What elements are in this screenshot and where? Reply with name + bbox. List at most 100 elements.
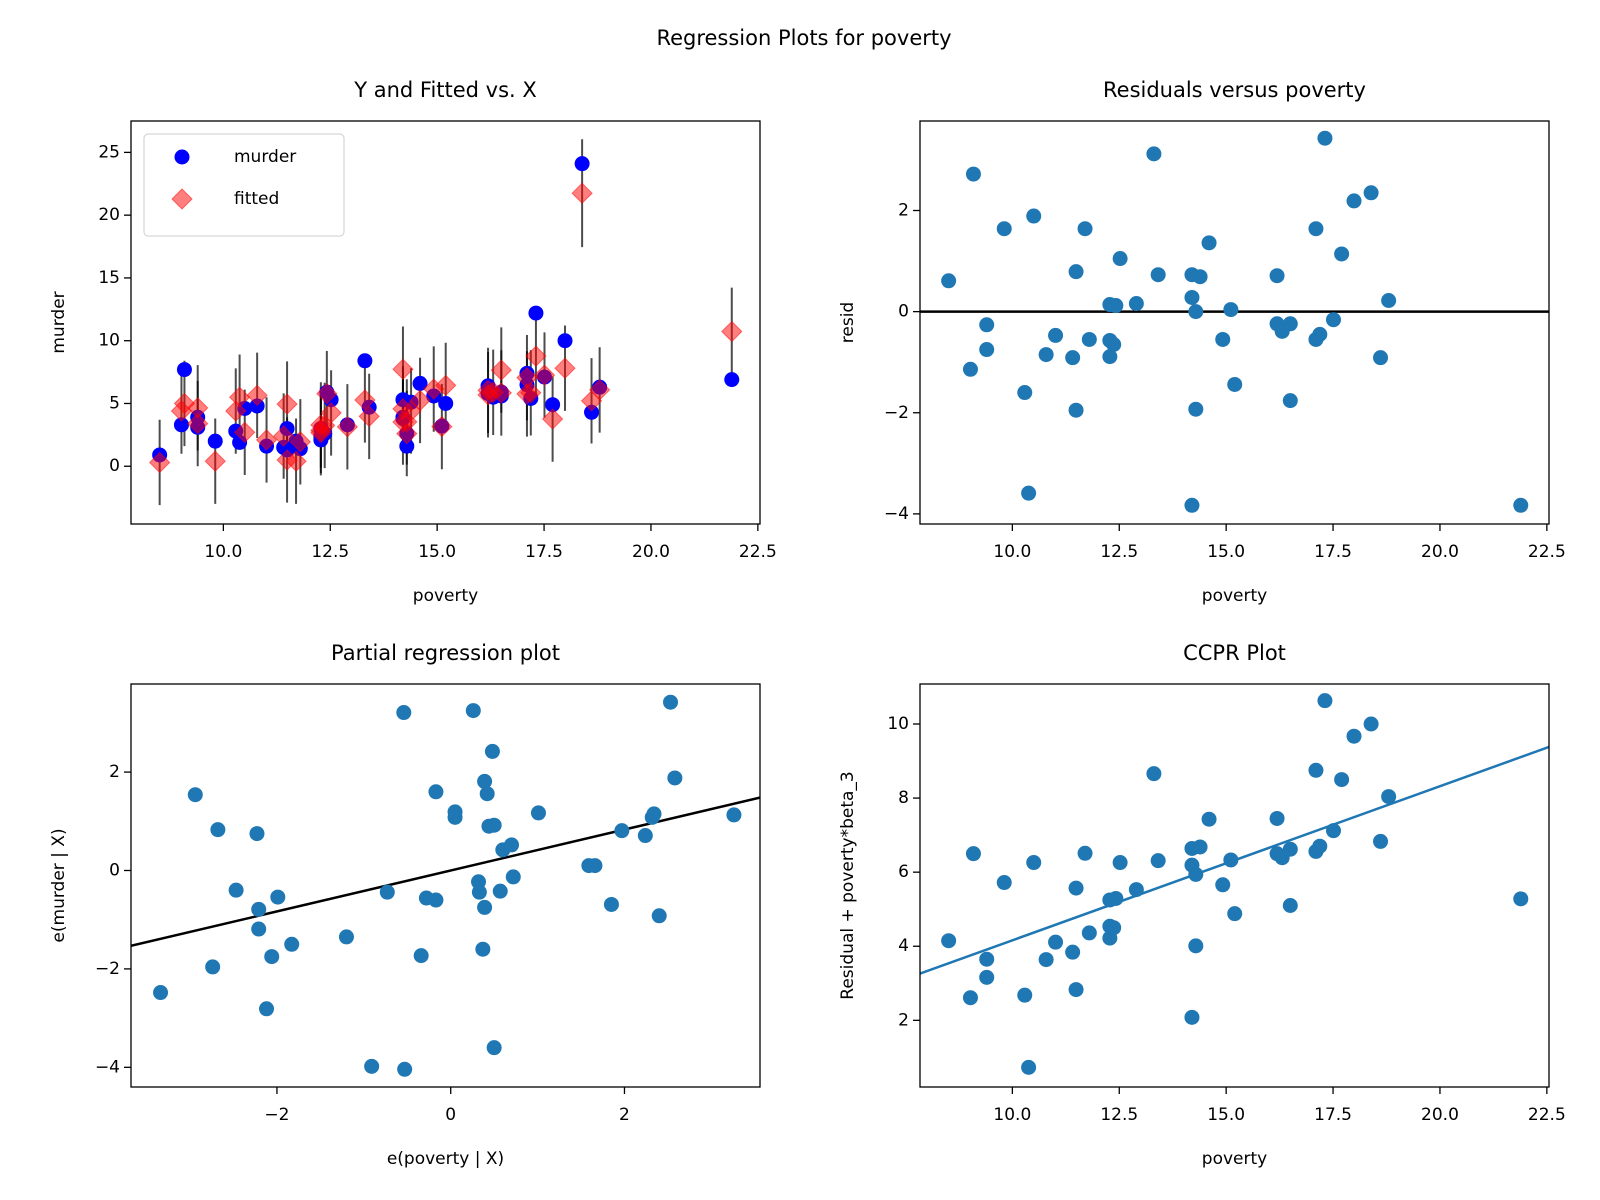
point [1346, 728, 1362, 744]
point [1065, 350, 1081, 366]
plot-area [131, 694, 760, 1077]
point [603, 896, 619, 912]
point [545, 397, 561, 413]
axes-frame [919, 120, 1550, 525]
x-tick-label: 0 [445, 1105, 456, 1125]
point [1077, 221, 1093, 237]
y-axis-label: e(murder | X) [49, 828, 69, 942]
y-tick-label: 20 [98, 205, 120, 225]
point [412, 375, 428, 391]
fitted-point [336, 416, 359, 438]
point [1227, 906, 1243, 922]
point [1192, 269, 1208, 285]
point [477, 899, 493, 915]
point [259, 1001, 275, 1017]
legend-box [143, 133, 345, 237]
point [492, 883, 508, 899]
point [270, 889, 286, 905]
point [379, 884, 395, 900]
point [504, 837, 520, 853]
point [1106, 920, 1122, 936]
fitted-point [392, 358, 414, 380]
y-tick-label: 15 [98, 268, 120, 288]
point [264, 949, 280, 965]
point [941, 933, 957, 949]
point [1513, 497, 1529, 513]
point [1269, 810, 1285, 826]
y-tick-label: 6 [898, 862, 909, 882]
point [413, 948, 429, 964]
point [1048, 934, 1064, 950]
fitted-point [234, 421, 256, 444]
y-tick-label: 5 [109, 393, 120, 413]
point [962, 361, 978, 377]
point [1106, 336, 1122, 352]
y-tick-label: 2 [898, 1010, 909, 1030]
point [1363, 716, 1379, 732]
fitted-point [554, 357, 576, 379]
point [1282, 316, 1298, 332]
point [1282, 898, 1298, 914]
point [1184, 289, 1200, 305]
legend-label: fitted [234, 189, 279, 209]
fitted-point [525, 345, 547, 367]
point [397, 1061, 413, 1077]
point [587, 858, 603, 874]
y-tick-label: 10 [887, 714, 909, 734]
point [1021, 485, 1037, 501]
x-tick-label: 10.0 [993, 1105, 1031, 1125]
fitted-point [571, 182, 593, 204]
x-tick-label: 17.5 [525, 542, 563, 562]
point [251, 921, 267, 937]
fitted-point [533, 364, 556, 386]
x-axis-label: e(poverty | X) [387, 1149, 504, 1169]
fitted-point [316, 382, 338, 405]
fit-line [131, 796, 760, 948]
point [1334, 772, 1350, 788]
y-tick-label: 0 [109, 860, 120, 880]
point [614, 823, 630, 839]
y-tick-label: −4 [884, 504, 909, 524]
x-tick-label: 15.0 [418, 542, 456, 562]
x-tick-label: 10.0 [993, 542, 1031, 562]
point [1184, 497, 1200, 513]
point [1227, 376, 1243, 392]
point [428, 892, 444, 908]
y-tick-label: −2 [884, 403, 909, 423]
point [173, 417, 189, 433]
y-axis-label: resid [838, 302, 858, 343]
point [646, 806, 662, 822]
x-tick-label: 22.5 [739, 542, 777, 562]
fitted-point [541, 408, 564, 430]
point [1112, 855, 1128, 871]
x-tick-label: 15.0 [1207, 1105, 1245, 1125]
point [1325, 312, 1341, 328]
x-tick-label: 10.0 [204, 542, 242, 562]
point [663, 694, 679, 710]
point [979, 317, 995, 333]
point [479, 786, 495, 802]
point [726, 807, 742, 823]
point [187, 787, 203, 803]
y-tick-label: 4 [898, 936, 909, 956]
point [1068, 402, 1084, 418]
x-axis-label: poverty [1202, 1149, 1267, 1169]
point [1308, 221, 1324, 237]
point [1282, 841, 1298, 857]
x-tick-label: 17.5 [1314, 1105, 1352, 1125]
legend-label: murder [234, 147, 296, 167]
point [1048, 327, 1064, 343]
legend-marker [171, 188, 193, 210]
fitted-point [490, 382, 513, 404]
point [1223, 302, 1239, 318]
fitted-point [225, 400, 247, 422]
point [1215, 331, 1231, 347]
subplot-title: Y and Fitted vs. X [353, 78, 537, 102]
point [207, 433, 223, 449]
point [557, 333, 573, 349]
point [1215, 877, 1231, 893]
point [1188, 866, 1204, 882]
fitted-point [186, 397, 209, 419]
point [979, 969, 995, 985]
y-tick-label: 2 [898, 200, 909, 220]
